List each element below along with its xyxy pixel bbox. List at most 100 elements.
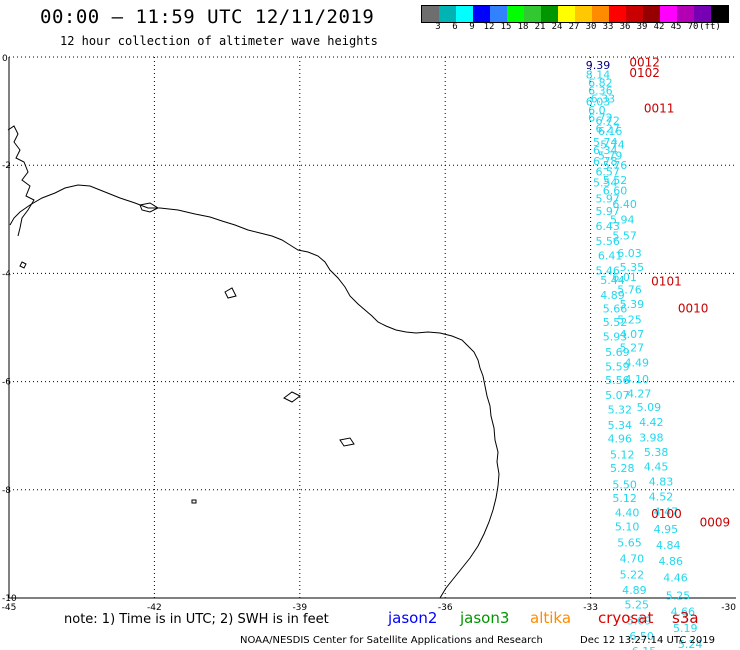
pass-time-label: 0009 <box>700 515 731 529</box>
pass-time-label: 0011 <box>644 101 675 115</box>
wave-height-value: 5.24 <box>678 638 703 650</box>
wave-height-value: 5.94 <box>610 213 635 226</box>
wave-height-value: 5.34 <box>608 419 633 432</box>
colorbar-swatch <box>473 6 490 22</box>
colorbar-swatch <box>677 6 694 22</box>
wave-height-value: 5.76 <box>617 284 642 297</box>
colorbar-swatch <box>711 6 728 22</box>
wave-height-value: 6.01 <box>612 271 637 284</box>
colorbar-swatch <box>609 6 626 22</box>
wave-height-value: 5.56 <box>595 235 620 248</box>
legend-jason2: jason2 <box>388 609 438 627</box>
wave-height-value: 5.50 <box>612 478 637 491</box>
footer-note: note: 1) Time is in UTC; 2) SWH is in fe… <box>64 612 329 627</box>
colorbar-label: (ft) <box>699 22 721 32</box>
y-tick-label: -6 <box>2 378 11 388</box>
wave-height-value: 5.46 <box>595 265 620 278</box>
wave-height-value: 4.84 <box>656 539 681 552</box>
wave-height-value: 6.72 <box>595 114 620 127</box>
wave-height-value: 4.89 <box>600 289 625 302</box>
wave-height-value: 6.82 <box>588 76 613 89</box>
wave-height-value: 5.97 <box>595 193 620 206</box>
colorbar-label: 21 <box>534 22 546 32</box>
wave-height-value: 5.25 <box>617 313 642 326</box>
wave-height-value: 4.66 <box>671 606 696 619</box>
wave-height-value: 4.70 <box>620 553 645 566</box>
wave-height-value: 5.97 <box>595 205 620 218</box>
wave-height-labels: 9.398.146.826.366.336.036.06.726.726.276… <box>586 59 703 650</box>
wave-height-value: 4.10 <box>625 373 650 386</box>
wave-height-value: 5.07 <box>605 389 630 402</box>
wave-height-value: 4.27 <box>627 388 652 401</box>
colorbar-swatch <box>592 6 609 22</box>
island-c <box>224 287 237 299</box>
wave-height-value: 5.54 <box>593 177 618 190</box>
pass-time-label: 0012 <box>629 55 660 69</box>
island-f <box>191 499 197 504</box>
wave-height-value: 3.98 <box>639 431 664 444</box>
y-tick-label: -4 <box>2 269 11 279</box>
wave-height-value: 5.12 <box>612 492 637 505</box>
pass-time-labels: 00120102001101010010010000090059 <box>629 55 731 529</box>
colorbar-swatch <box>507 6 524 22</box>
wave-height-value: 6.0 <box>588 104 606 117</box>
colorbar-label: 42 <box>653 22 665 32</box>
wave-height-value: 5.44 <box>600 274 625 287</box>
wave-height-value: 5.10 <box>615 521 640 534</box>
colorbar-label: 45 <box>670 22 682 32</box>
x-tick-label: -39 <box>292 603 307 613</box>
colorbar-label: 27 <box>568 22 580 32</box>
wave-height-value: 5.65 <box>617 536 642 549</box>
wave-height-value: 5.22 <box>620 569 645 582</box>
colorbar-swatch <box>490 6 507 22</box>
legend-jason3: jason3 <box>460 609 510 627</box>
wave-height-value: 6.33 <box>591 93 616 106</box>
wave-height-value: 4.95 <box>654 523 679 536</box>
wave-height-value: 4.52 <box>649 490 674 503</box>
colorbar-labels: 3 6 9 12 15 18 21 24 27 30 33 36 39 42 45 70 (ft) <box>421 22 727 34</box>
wave-height-value: 4.86 <box>658 555 683 568</box>
pass-time-label: 0100 <box>651 507 682 521</box>
x-tick-label: -33 <box>583 603 598 613</box>
legend-s3a: s3a <box>672 609 699 627</box>
wave-height-value: 6.50 <box>629 630 654 643</box>
colorbar-swatch <box>524 6 541 22</box>
y-tick-label: 0 <box>2 54 8 64</box>
colorbar-label: 15 <box>500 22 512 32</box>
latitude-tick-labels: 0 -2 -4 -6 -8 -10 <box>2 54 17 604</box>
wave-height-value: 4.47 <box>654 505 679 518</box>
wave-height-value: 8.14 <box>586 68 611 81</box>
wave-height-value: 6.72 <box>588 112 613 125</box>
colorbar-swatch <box>575 6 592 22</box>
colorbar-label: 30 <box>585 22 597 32</box>
island-b <box>139 202 160 213</box>
colorbar-label: 24 <box>551 22 563 32</box>
wave-height-value: 5.74 <box>600 139 625 152</box>
wave-height-value: 5.52 <box>603 316 628 329</box>
wave-height-value: 5.93 <box>603 331 628 344</box>
colorbar-swatch <box>558 6 575 22</box>
x-tick-label: -36 <box>438 603 453 613</box>
wave-height-value: 4.46 <box>663 571 688 584</box>
colorbar-swatch <box>694 6 711 22</box>
wave-height-value: 5.38 <box>644 446 669 459</box>
wave-height-value: 5.25 <box>625 598 650 611</box>
pass-time-label: 0101 <box>651 275 682 289</box>
wave-height-value: 5.19 <box>673 622 698 635</box>
wave-height-value: 5.57 <box>612 230 637 243</box>
brazil-coastline <box>9 184 500 599</box>
wave-height-value: 6.78 <box>593 155 618 168</box>
map-title: 00:00 – 11:59 UTC 12/11/2019 <box>40 6 375 28</box>
colorbar-label: 36 <box>619 22 631 32</box>
pass-time-label: 0010 <box>678 302 709 316</box>
colorbar-swatch <box>541 6 558 22</box>
map-subtitle: 12 hour collection of altimeter wave hei… <box>60 34 378 48</box>
wave-height-value: 6.03 <box>617 247 642 260</box>
colorbar-label: 39 <box>636 22 648 32</box>
colorbar-swatch <box>439 6 456 22</box>
wave-height-value: 6.40 <box>612 198 637 211</box>
wave-height-value: 5.35 <box>620 261 645 274</box>
northeast-coast-detail <box>7 125 35 237</box>
wave-height-value: 6.03 <box>586 95 611 108</box>
